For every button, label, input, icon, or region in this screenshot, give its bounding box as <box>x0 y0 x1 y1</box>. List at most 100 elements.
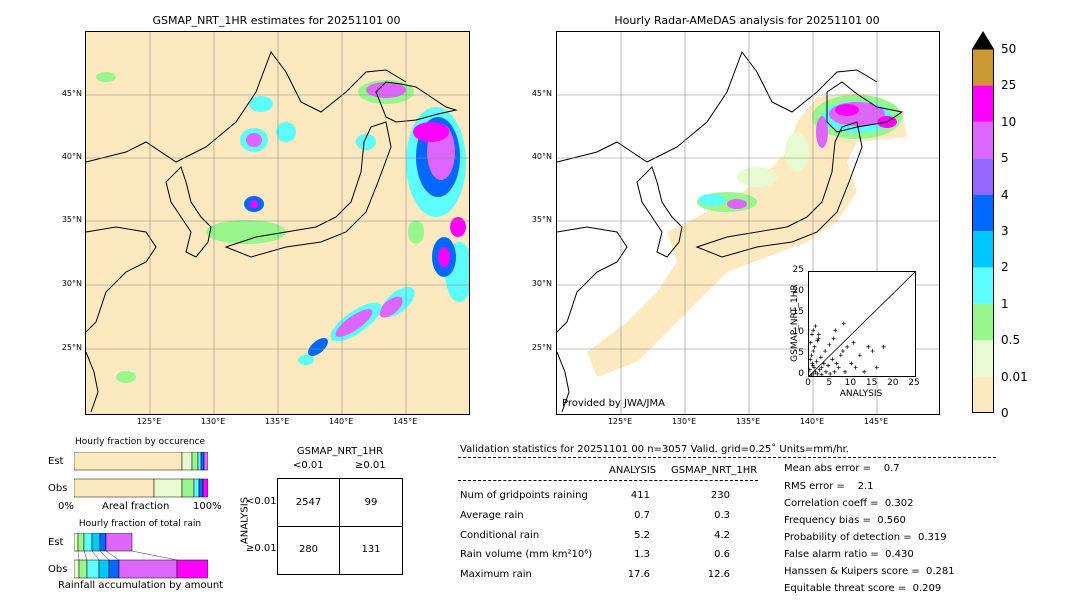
scatter-point <box>851 340 856 345</box>
occurrence-row-obs: Obs <box>48 483 68 494</box>
provided-by-label: Provided by JWA/JMA <box>562 398 665 409</box>
scatter-point <box>816 332 821 337</box>
scatter-point <box>817 367 822 372</box>
right-coastlines <box>557 50 904 413</box>
contingency-title: GSMAP_NRT_1HR <box>296 446 384 457</box>
stat-gsmap: 12.6 <box>707 569 730 580</box>
left-lon-label: 130°E <box>200 417 226 426</box>
contingency-cell: 99 <box>364 497 378 508</box>
scatter-plot <box>807 271 916 378</box>
scatter-point <box>821 361 826 366</box>
colorbar-svg <box>972 31 994 413</box>
scatter-xtick-label: 10 <box>844 378 857 388</box>
scatter-point <box>823 349 828 354</box>
right-lon-label: 135°E <box>735 417 761 426</box>
scatter-ytick-label: 25 <box>792 265 804 275</box>
colorbar-segment <box>972 231 994 268</box>
scatter-points <box>807 321 886 378</box>
left-lat-label: 40°N <box>61 152 82 161</box>
stat-gsmap: 4.2 <box>714 530 730 541</box>
left-lat-label: 30°N <box>61 279 82 288</box>
scatter-ytick-label: 5 <box>798 348 804 359</box>
colorbar-segment <box>972 303 994 341</box>
scatter-point <box>813 369 818 374</box>
scatter-point <box>834 361 839 366</box>
colorbar-segment <box>972 194 994 231</box>
colorbar-label: 3 <box>1001 224 1009 238</box>
total-rain-row-est: Est <box>48 537 64 548</box>
occurrence-axis-left: 0% <box>58 501 74 512</box>
scatter-point <box>830 357 835 362</box>
right-lat-label: 25°N <box>531 343 552 352</box>
colorbar-segment <box>972 267 994 304</box>
stat-label: Average rain <box>460 510 524 521</box>
stat-analysis: 1.3 <box>634 549 650 560</box>
left-map-title: GSMAP_NRT_1HR estimates for 20251101 00 <box>152 14 401 27</box>
stat-gsmap: 0.3 <box>714 510 730 521</box>
scatter-point <box>813 324 818 329</box>
scatter-point <box>810 361 815 366</box>
score-line: Hanssen & Kuipers score = 0.281 <box>784 566 955 577</box>
scatter-point <box>827 342 832 347</box>
score-line: RMS error = 2.1 <box>784 481 874 492</box>
scatter-point <box>836 365 841 370</box>
scatter-point <box>831 336 836 341</box>
scatter-point <box>819 365 824 370</box>
occurrence-bars <box>73 451 209 498</box>
scatter-point <box>828 371 833 376</box>
scatter-point <box>881 344 886 349</box>
colorbar-label: 1 <box>1001 296 1009 311</box>
colorbar-label: 0.5 <box>1001 333 1021 348</box>
scatter-xlabel: ANALYSIS <box>839 389 883 399</box>
colorbar-extend-arrow <box>972 31 994 49</box>
scatter-ytick-label: 20 <box>792 285 804 296</box>
scatter-point <box>810 363 815 368</box>
scatter-point <box>809 353 814 358</box>
stat-label: Maximum rain <box>460 569 532 580</box>
validation-dashed-rule <box>458 457 996 458</box>
colorbar-segment <box>972 49 994 86</box>
scatter-point <box>816 336 821 341</box>
colorbar-segment <box>972 158 994 195</box>
colorbar-label: 2 <box>1001 260 1009 275</box>
contingency-table: 2547 99 280 131 <box>277 478 403 575</box>
diagonal-line <box>808 271 916 377</box>
scatter-point <box>807 367 812 372</box>
score-line: Mean abs error = 0.7 <box>784 463 900 474</box>
occurrence-title: Hourly fraction by occurence <box>74 437 206 447</box>
total-rain-svg <box>73 532 209 579</box>
right-map-title: Hourly Radar-AMeDAS analysis for 2025110… <box>614 14 880 27</box>
colorbar-segment <box>972 376 994 413</box>
scatter-point <box>832 369 837 374</box>
stat-analysis: 0.7 <box>634 510 650 521</box>
scatter-point <box>833 328 838 333</box>
left-gridlines <box>86 32 469 414</box>
colorbar-label: 50 <box>1001 42 1017 56</box>
left-lon-label: 125°E <box>136 417 162 426</box>
right-precip-patches <box>697 95 902 212</box>
score-line: Frequency bias = 0.560 <box>784 515 906 526</box>
score-line: Correlation coeff = 0.302 <box>784 498 914 509</box>
contingency-row-label: <0.01 <box>246 496 277 507</box>
scatter-point <box>823 369 828 374</box>
left-lat-label: 25°N <box>61 343 82 352</box>
left-lon-label: 135°E <box>264 417 290 426</box>
scatter-point <box>811 349 816 354</box>
stat-label: Rain volume (mm km²10⁶) <box>460 549 593 560</box>
right-lat-label: 30°N <box>531 279 552 288</box>
colorbar-label: 5 <box>1001 151 1009 166</box>
scatter-point <box>853 365 858 370</box>
colorbar-label: 10 <box>1001 114 1017 129</box>
right-lon-label: 125°E <box>607 417 633 426</box>
validation-col-rule <box>458 480 758 481</box>
left-lat-label: 45°N <box>61 89 82 98</box>
colorbar-label: 25 <box>1001 78 1017 93</box>
scatter-ytick-label: 15 <box>792 306 804 317</box>
scatter-point <box>866 344 871 349</box>
colorbar-segment <box>972 85 994 122</box>
scatter-point <box>815 371 820 376</box>
left-lon-label: 140°E <box>328 417 354 426</box>
scatter-xtick-label: 15 <box>865 378 878 388</box>
colorbar-label: 0.01 <box>1001 369 1028 384</box>
total-rain-row-obs: Obs <box>48 564 68 575</box>
